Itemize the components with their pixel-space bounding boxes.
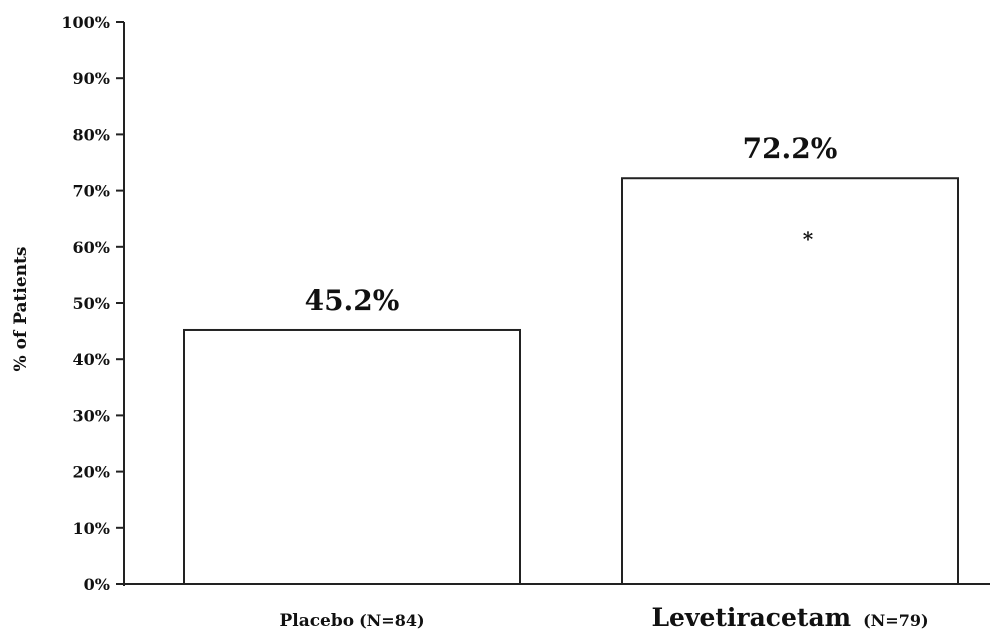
bars: 45.2% Placebo (N=84) 72.2% Levetiracetam (N=7…	[183, 132, 959, 632]
bar-placebo	[183, 328, 521, 586]
y-axis-title: % of Patients	[11, 247, 31, 372]
significance-marker: *	[803, 227, 814, 251]
x-category-label: Levetiracetam (N=79)	[651, 603, 928, 632]
y-tick-label: 50%	[73, 294, 110, 313]
y-tick-label: 100%	[61, 13, 110, 32]
y-tick-label: 10%	[73, 519, 110, 538]
y-tick-label: 0%	[84, 575, 110, 594]
data-label: 72.2%	[743, 132, 838, 165]
y-tick-label: 90%	[73, 69, 110, 88]
y-tick-label: 80%	[73, 125, 110, 144]
bar-levetiracetam	[621, 177, 959, 585]
y-tick-label: 70%	[73, 182, 110, 201]
axes: 0% 10% 20% 30% 40% 50% 60% 70% 80% 90% 100%	[61, 13, 990, 594]
y-tick-label: 40%	[73, 350, 110, 369]
category-name: Placebo	[279, 611, 354, 631]
data-label: 45.2%	[305, 284, 400, 317]
category-n: (N=79)	[863, 611, 928, 630]
category-n: (N=84)	[359, 611, 424, 630]
category-name: Levetiracetam	[651, 603, 851, 632]
y-tick-label: 20%	[73, 463, 110, 482]
x-category-label: Placebo (N=84)	[279, 611, 424, 631]
y-tick-label: 30%	[73, 406, 110, 425]
y-tick-label: 60%	[73, 238, 110, 257]
